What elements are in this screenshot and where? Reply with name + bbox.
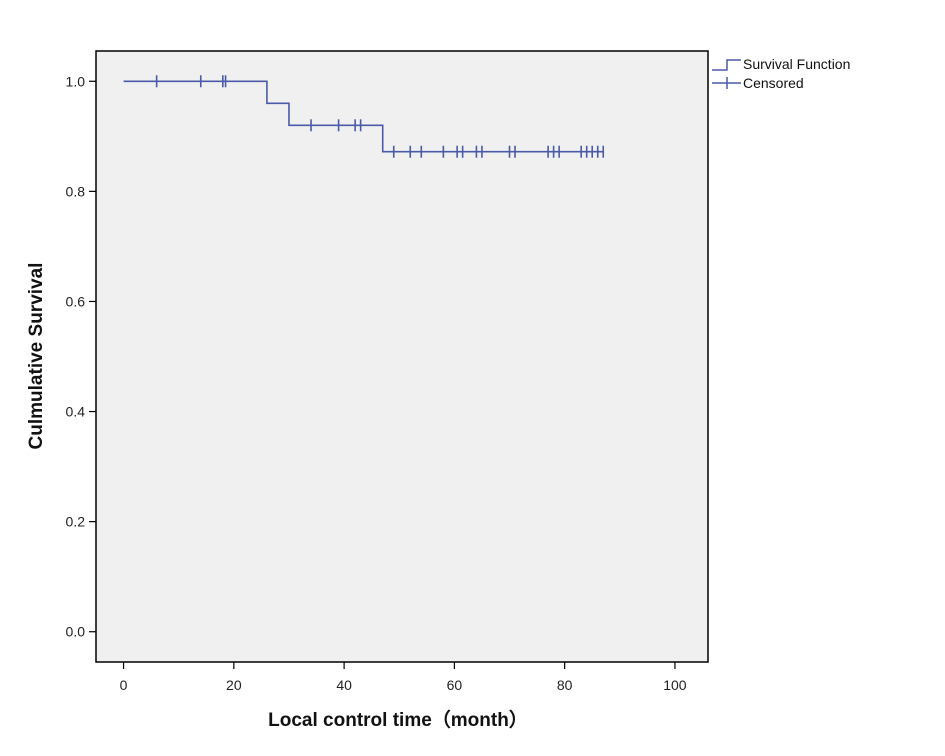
plot-background <box>95 50 709 663</box>
y-axis-title: Culmulative Survival <box>26 263 47 450</box>
legend-survival-swatch <box>712 59 741 71</box>
series-layer <box>123 80 604 153</box>
y-tick-label: 0.8 <box>66 183 86 199</box>
x-tick-label: 40 <box>336 677 352 693</box>
y-axis: 0.0 0.2 0.4 0.6 0.8 1.0 <box>66 73 96 640</box>
y-tick-label: 0.0 <box>66 624 86 640</box>
x-tick-label: 20 <box>226 677 242 693</box>
y-tick-label: 0.2 <box>66 514 86 530</box>
x-tick-label: 60 <box>447 677 463 693</box>
x-axis-title: Local control time（month） <box>268 708 528 731</box>
x-tick-label: 100 <box>663 677 687 693</box>
legend-censored-label: Censored <box>743 75 804 91</box>
y-tick-label: 0.4 <box>66 404 86 420</box>
y-tick-label: 0.6 <box>66 293 86 309</box>
x-tick-label: 80 <box>557 677 573 693</box>
legend: Survival Function Censored <box>712 56 850 91</box>
x-tick-label: 0 <box>120 677 128 693</box>
y-tick-label: 1.0 <box>66 73 86 89</box>
survival-function-line <box>123 80 604 153</box>
x-axis: 0 20 40 60 80 100 <box>120 662 687 693</box>
legend-survival-label: Survival Function <box>743 56 850 72</box>
censored-markers <box>155 75 605 158</box>
